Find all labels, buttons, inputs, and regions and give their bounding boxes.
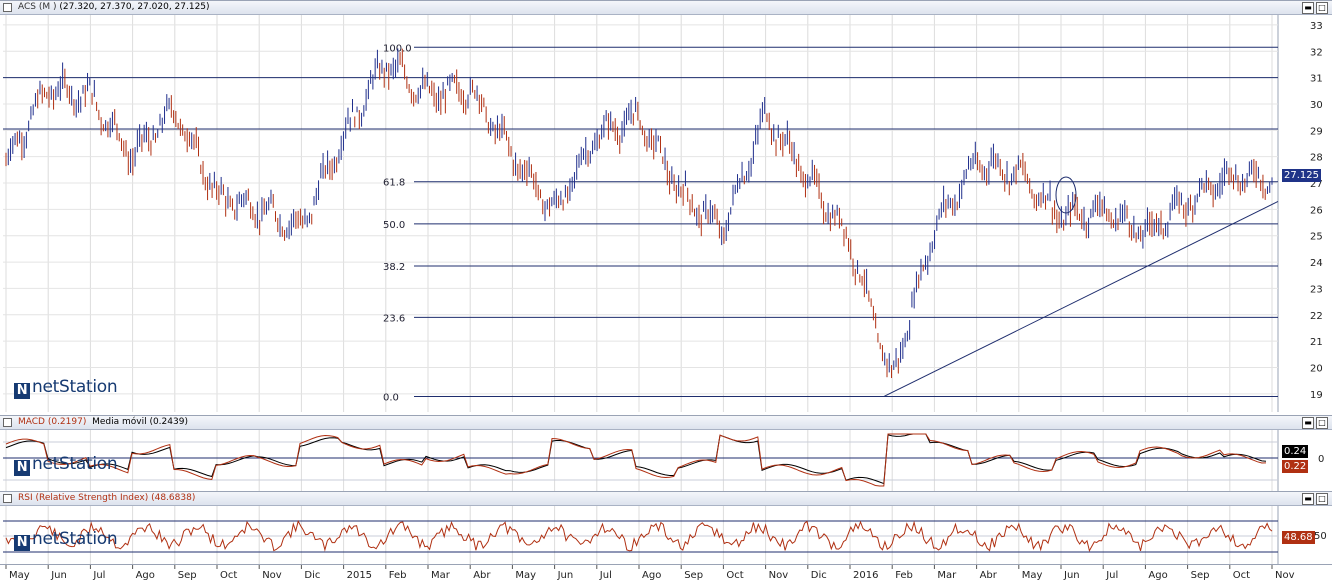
time-tick-label: Ago — [642, 570, 661, 581]
rsi-pane-titlebar: RSI (Relative Strength Index) (48.6838) … — [0, 492, 1332, 506]
time-tick-label: Jun — [50, 570, 67, 581]
pane-title: ACS (M ) — [18, 2, 57, 12]
price-badge: 27.125 — [1282, 169, 1321, 182]
time-tick-label: Feb — [895, 570, 913, 581]
time-tick-label: Mar — [431, 570, 451, 581]
price-tick-label: 28 — [1310, 153, 1323, 164]
fibonacci-label: 50.0 — [383, 220, 405, 231]
rsi-pane[interactable]: RSI (Relative Strength Index) (48.6838) … — [0, 491, 1332, 565]
time-tick-label: May — [515, 570, 536, 581]
time-tick-label: Dic — [304, 570, 320, 581]
macd-title: MACD (0.2197) — [18, 417, 87, 427]
time-tick-label: Ago — [136, 570, 155, 581]
price-tick-label: 30 — [1310, 100, 1323, 111]
ohlc-readout: (27.320, 27.370, 27.020, 27.125) — [59, 2, 210, 12]
price-tick-label: 25 — [1310, 232, 1323, 243]
price-tick-label: 29 — [1310, 126, 1323, 137]
price-pane-titlebar: ACS (M ) (27.320, 27.370, 27.020, 27.125… — [0, 1, 1332, 15]
pane-menu-icon[interactable] — [3, 494, 12, 503]
time-tick-label: Oct — [1233, 570, 1250, 581]
fibonacci-label: 61.8 — [383, 178, 405, 189]
macd-tick-label: 0 — [1318, 454, 1324, 465]
time-tick-label: Nov — [1275, 570, 1295, 581]
rsi-tick-label: 50 — [1314, 531, 1327, 542]
price-tick-label: 20 — [1310, 363, 1323, 374]
price-tick-label: 22 — [1310, 311, 1323, 322]
macd-value-badge: 0.22 — [1282, 460, 1309, 473]
time-tick-label: Nov — [769, 570, 789, 581]
fibonacci-label: 38.2 — [383, 262, 405, 273]
rsi-line — [5, 519, 1273, 553]
annotation-ellipse — [1055, 176, 1077, 214]
time-tick-label: May — [9, 570, 30, 581]
time-tick-label: Sep — [684, 570, 703, 581]
rsi-badge: 48.68 — [1282, 531, 1315, 544]
time-tick-label: Jun — [557, 570, 574, 581]
price-tick-label: 23 — [1310, 284, 1323, 295]
time-tick-label: Feb — [389, 570, 407, 581]
price-tick-label: 19 — [1310, 390, 1323, 401]
time-axis[interactable]: May Jun Jul Ago Sep Oct Nov Dic 2015 Feb Mar Abr May… — [0, 564, 1332, 583]
time-tick-label: Jul — [92, 570, 105, 581]
price-tick-label: 26 — [1310, 205, 1323, 216]
price-tick-label: 33 — [1310, 21, 1323, 32]
macd-chart[interactable]: 0 — [0, 430, 1332, 491]
pane-menu-icon[interactable] — [3, 418, 12, 427]
minimize-icon[interactable]: ▬ — [1302, 417, 1314, 429]
price-tick-label: 31 — [1310, 74, 1323, 85]
price-tick-label: 21 — [1310, 337, 1323, 348]
time-tick-label: Jul — [1105, 570, 1118, 581]
price-tick-label: 32 — [1310, 47, 1323, 58]
macd-subtitle: Media móvil (0.2439) — [92, 417, 188, 427]
time-tick-label: 2015 — [347, 570, 372, 581]
pane-menu-icon[interactable] — [3, 3, 12, 12]
time-tick-label: 2016 — [853, 570, 878, 581]
fibonacci-label: 23.6 — [383, 313, 405, 324]
time-tick-label: Ago — [1148, 570, 1167, 581]
time-tick-label: Oct — [220, 570, 237, 581]
price-tick-label: 27 — [1310, 179, 1323, 190]
price-tick-label: 24 — [1310, 258, 1323, 269]
minimize-icon[interactable]: ▬ — [1302, 493, 1314, 505]
time-tick-label: May — [1022, 570, 1043, 581]
time-tick-label: Jun — [1063, 570, 1080, 581]
time-tick-label: Mar — [937, 570, 957, 581]
price-pane[interactable]: ACS (M ) (27.320, 27.370, 27.020, 27.125… — [0, 0, 1332, 412]
trendline — [883, 201, 1279, 397]
maximize-icon[interactable]: □ — [1316, 493, 1328, 505]
time-tick-label: Sep — [1191, 570, 1210, 581]
rsi-title: RSI (Relative Strength Index) (48.6838) — [18, 493, 196, 503]
time-tick-label: Jul — [599, 570, 612, 581]
macd-pane-titlebar: MACD (0.2197) Media móvil (0.2439) ▬ □ — [0, 416, 1332, 430]
rsi-chart[interactable]: 50 — [0, 506, 1332, 565]
macd-pane[interactable]: MACD (0.2197) Media móvil (0.2439) ▬ □ 0… — [0, 415, 1332, 491]
macd-signal-line — [5, 433, 1267, 485]
price-chart[interactable]: 333231302928272625242322212019100.061.85… — [0, 15, 1332, 412]
time-tick-label: Abr — [473, 570, 491, 581]
macd-signal-badge: 0.24 — [1282, 445, 1309, 458]
time-tick-label: Abr — [980, 570, 998, 581]
time-tick-label: Sep — [178, 570, 197, 581]
maximize-icon[interactable]: □ — [1316, 2, 1328, 14]
fibonacci-label: 0.0 — [383, 392, 399, 403]
time-tick-label: Dic — [811, 570, 827, 581]
time-tick-label: Nov — [262, 570, 282, 581]
minimize-icon[interactable]: ▬ — [1302, 2, 1314, 14]
time-axis-labels: May Jun Jul Ago Sep Oct Nov Dic 2015 Feb Mar Abr May… — [5, 565, 1295, 581]
macd-line — [5, 433, 1267, 487]
time-tick-label: Oct — [726, 570, 743, 581]
maximize-icon[interactable]: □ — [1316, 417, 1328, 429]
